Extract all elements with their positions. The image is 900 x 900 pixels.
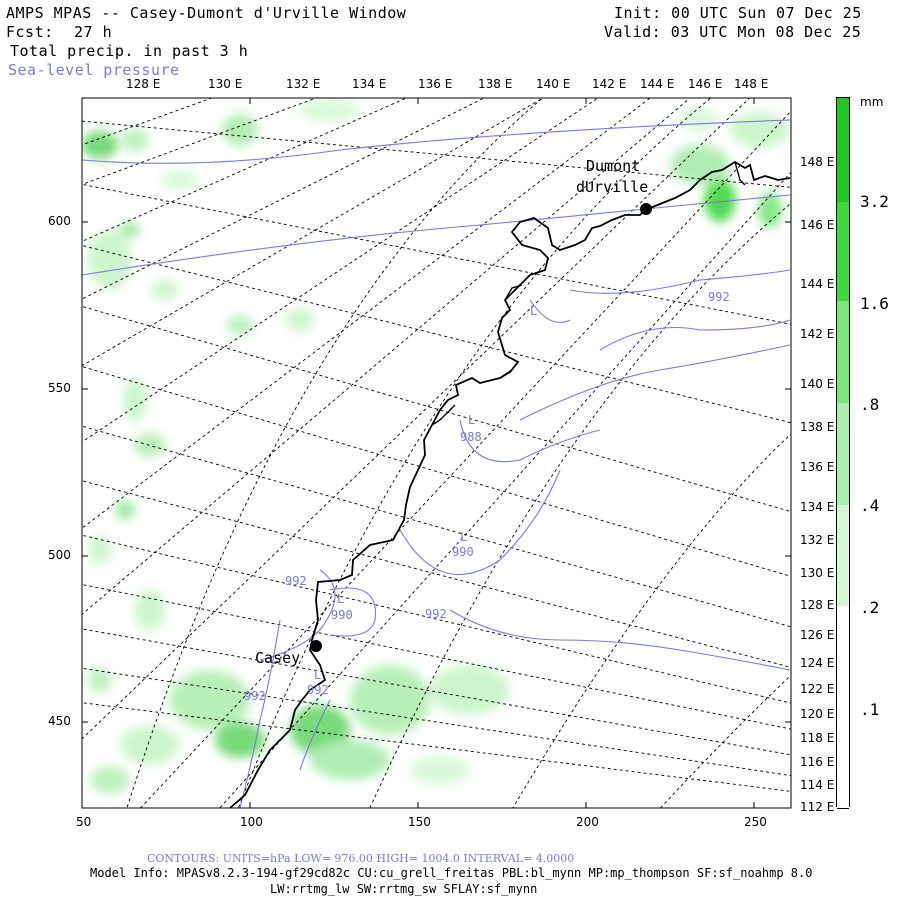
right-longitude-label: 130 E <box>800 566 835 580</box>
latitude-circles <box>126 98 791 808</box>
x-axis-label: 200 <box>576 815 599 829</box>
colorbar-label: 1.6 <box>860 294 889 313</box>
forecast-label: Fcst: <box>6 23 54 41</box>
contour-label: 992 <box>244 689 266 703</box>
right-longitude-label: 146 E <box>800 218 835 232</box>
colorbar-label: 3.2 <box>860 192 889 211</box>
y-axis-label: 550 <box>48 381 71 395</box>
colorbar-swatch <box>837 403 849 506</box>
longitude-lines <box>82 98 791 808</box>
colorbar-swatch <box>837 301 849 404</box>
precip-field <box>82 98 790 794</box>
top-longitude-label: 138 E <box>478 77 513 91</box>
model-info-physics: LW:rrtmg_lw SW:rrtmg_sw SFLAY:sf_mynn <box>270 882 538 896</box>
field-name: Total precip. in past 3 h <box>10 42 249 60</box>
colorbar-label: .4 <box>860 496 880 515</box>
x-axis-ticks <box>81 98 755 808</box>
coastline <box>229 160 791 808</box>
contour-label: 992 <box>708 290 730 304</box>
top-longitude-label: 136 E <box>418 77 453 91</box>
right-longitude-label: 116 E <box>800 755 835 769</box>
colorbar-swatch <box>837 202 849 302</box>
colorbar-unit: mm <box>860 95 884 109</box>
x-axis-label: 50 <box>76 815 92 829</box>
right-longitude-label: 148 E <box>800 155 835 169</box>
right-longitude-label: 114 E <box>800 778 835 792</box>
x-axis-label: 150 <box>408 815 431 829</box>
right-longitude-label: 144 E <box>800 277 835 291</box>
casey-station-marker <box>310 640 322 652</box>
pressure-contours <box>82 119 791 808</box>
low-letter: L <box>530 304 538 318</box>
colorbar-swatch <box>837 98 849 203</box>
top-longitude-label: 128 E <box>126 77 161 91</box>
forecast-hour: 27 h <box>74 23 113 41</box>
right-longitude-label: 124 E <box>800 656 835 670</box>
right-longitude-label: 122 E <box>800 682 835 696</box>
low-letter: L <box>314 668 322 682</box>
y-axis-label: 600 <box>48 214 71 228</box>
top-longitude-label: 148 E <box>734 77 769 91</box>
map-frame <box>81 97 792 809</box>
y-axis-ticks <box>82 221 791 723</box>
top-longitude-label: 142 E <box>592 77 627 91</box>
right-longitude-label: 136 E <box>800 460 835 474</box>
station-label-dumont: Dumont <box>586 157 641 175</box>
contour-label: 992 <box>285 574 307 588</box>
right-longitude-label: 112 E <box>800 800 835 814</box>
top-longitude-label: 144 E <box>640 77 675 91</box>
y-axis-label: 500 <box>48 548 71 562</box>
colorbar-swatch <box>837 606 849 809</box>
model-info: Model Info: MPASv8.2.3-194-gf29cd82c CU:… <box>90 866 813 880</box>
init-time: Init: 00 UTC Sun 07 Dec 25 <box>614 4 862 22</box>
right-longitude-label: 138 E <box>800 420 835 434</box>
y-axis-label: 450 <box>48 714 71 728</box>
colorbar-label: .1 <box>860 700 880 719</box>
low-letter: L <box>468 413 476 427</box>
x-axis-label: 250 <box>744 815 767 829</box>
overlay-name: Sea-level pressure <box>8 61 180 79</box>
right-longitude-label: 142 E <box>800 327 835 341</box>
right-longitude-label: 132 E <box>800 533 835 547</box>
low-letter: L <box>460 530 468 544</box>
x-axis-label: 100 <box>240 815 263 829</box>
top-longitude-label: 146 E <box>688 77 723 91</box>
colorbar-swatch <box>837 505 849 607</box>
right-longitude-label: 118 E <box>800 731 835 745</box>
top-longitude-label: 130 E <box>208 77 243 91</box>
colorbar-label: .8 <box>860 395 880 414</box>
right-longitude-label: 126 E <box>800 628 835 642</box>
low-letter: L <box>337 592 345 606</box>
right-longitude-label: 120 E <box>800 707 835 721</box>
top-longitude-label: 134 E <box>352 77 387 91</box>
colorbar-label: .2 <box>860 598 880 617</box>
top-longitude-label: 132 E <box>286 77 321 91</box>
station-label-casey: Casey <box>255 649 301 667</box>
valid-time: Valid: 03 UTC Mon 08 Dec 25 <box>604 23 862 41</box>
contour-info: CONTOURS: UNITS=hPa LOW= 976.00 HIGH= 10… <box>147 852 575 865</box>
dumont-durville-station-marker <box>640 203 652 215</box>
top-longitude-label: 140 E <box>536 77 571 91</box>
coastline-inner <box>431 161 746 426</box>
contour-label: 992 <box>425 607 447 621</box>
right-longitude-label: 134 E <box>800 500 835 514</box>
right-longitude-label: 128 E <box>800 598 835 612</box>
right-longitude-label: 140 E <box>800 377 835 391</box>
map-title: AMPS MPAS -- Casey-Dumont d'Urville Wind… <box>6 4 407 22</box>
colorbar <box>836 97 850 809</box>
low-value: 990 <box>331 608 353 622</box>
low-value: 988 <box>460 430 482 444</box>
station-label-durville: dUrville <box>576 178 649 196</box>
low-value: 992 <box>307 683 329 697</box>
low-value: 990 <box>452 545 474 559</box>
